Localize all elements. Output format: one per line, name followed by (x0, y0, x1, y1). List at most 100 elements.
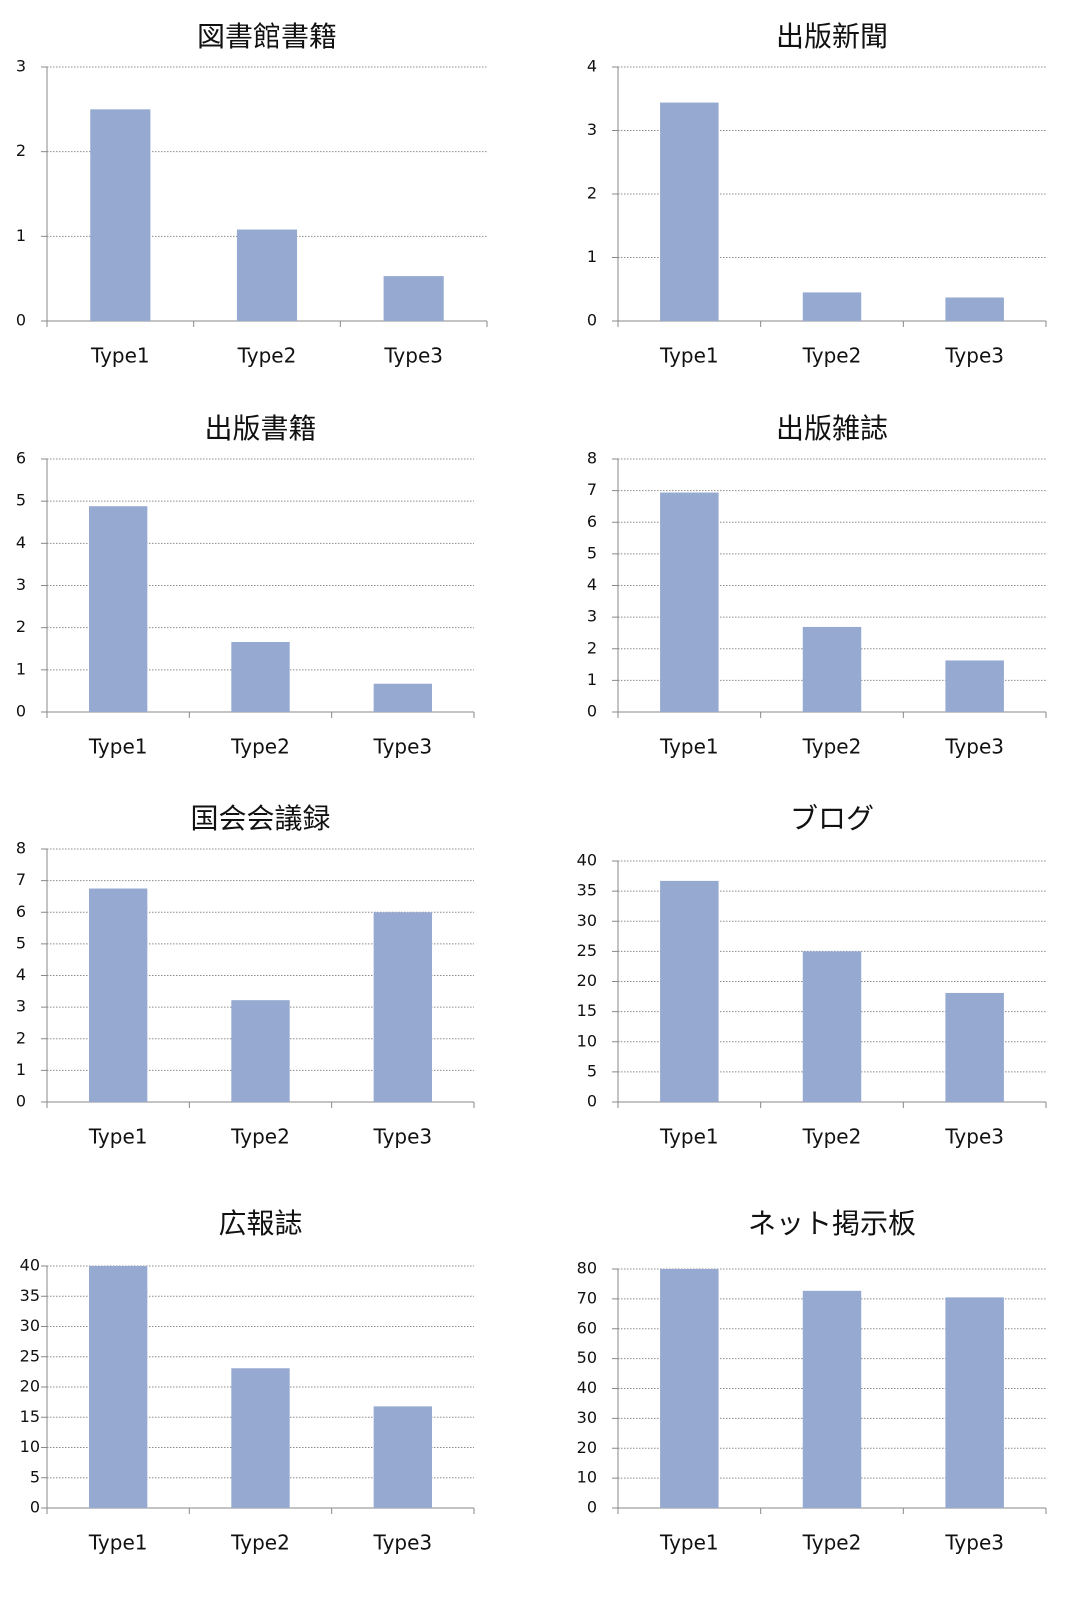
x-tick-label: Type2 (230, 1125, 290, 1149)
x-tick-label: Type3 (372, 735, 432, 759)
chart-2: 出版新聞 0 1 2 3 4 Type1 Type2 Type3 (587, 20, 1047, 368)
y-tick-label: 2 (16, 141, 26, 160)
bar-type1 (88, 888, 148, 1102)
x-tick-label: Type2 (802, 1125, 862, 1149)
chart-title: ネット掲示板 (748, 1207, 916, 1240)
y-tick-label: 0 (587, 1498, 597, 1517)
y-tick-label: 1 (16, 226, 26, 245)
y-tick-label: 0 (16, 702, 26, 721)
bar-type1 (88, 506, 148, 712)
y-tick-label: 60 (577, 1318, 597, 1337)
y-tick-label: 20 (577, 1438, 597, 1457)
y-tick-label: 40 (577, 1378, 597, 1397)
x-tick-label: Type1 (659, 735, 719, 759)
y-tick-label: 35 (20, 1286, 40, 1305)
y-tick-label: 40 (577, 851, 597, 870)
y-tick-label: 1 (16, 1060, 26, 1079)
x-tick-label: Type1 (88, 1531, 148, 1555)
y-tick-label: 3 (587, 607, 597, 626)
y-tick-label: 4 (16, 965, 26, 984)
y-tick-label: 2 (16, 1028, 26, 1047)
y-tick-label: 0 (587, 1092, 597, 1111)
chart-title: 出版新聞 (776, 20, 888, 53)
y-tick-label: 6 (587, 512, 597, 531)
y-tick-label: 0 (587, 311, 597, 330)
bar-type3 (383, 276, 444, 321)
bar-type3 (945, 297, 1004, 321)
x-tick-label: Type2 (802, 1531, 862, 1555)
x-tick-label: Type3 (944, 344, 1004, 368)
x-tick-label: Type1 (88, 735, 148, 759)
chart-6: ブログ 0 5 10 15 20 25 30 35 40 Type1 Type2 Type3 (577, 802, 1047, 1149)
y-tick-label: 0 (587, 702, 597, 721)
chart-title: 出版書籍 (204, 412, 316, 445)
y-tick-label: 40 (20, 1256, 40, 1275)
bar-type2 (231, 642, 290, 712)
bar-type2 (802, 1290, 862, 1508)
bar-type2 (231, 1000, 290, 1102)
x-tick-label: Type1 (88, 1125, 148, 1149)
bar-type3 (945, 1297, 1004, 1508)
chart-title: 出版雑誌 (776, 412, 888, 445)
y-tick-label: 50 (577, 1348, 597, 1367)
chart-title: ブログ (790, 802, 874, 835)
y-tick-label: 4 (587, 575, 597, 594)
y-tick-label: 5 (16, 491, 26, 510)
y-tick-label: 25 (577, 941, 597, 960)
y-tick-label: 6 (16, 902, 26, 921)
x-tick-label: Type3 (944, 1531, 1004, 1555)
y-tick-label: 7 (16, 870, 26, 889)
bar-type1 (660, 492, 719, 712)
x-tick-label: Type2 (230, 1531, 290, 1555)
y-tick-label: 2 (587, 184, 597, 203)
y-tick-label: 8 (587, 449, 597, 468)
x-tick-label: Type3 (372, 1125, 432, 1149)
x-tick-label: Type1 (659, 1531, 719, 1555)
y-tick-label: 20 (577, 971, 597, 990)
y-tick-label: 30 (577, 911, 597, 930)
y-tick-label: 1 (587, 670, 597, 689)
bar-type3 (373, 683, 433, 712)
y-tick-label: 10 (577, 1031, 597, 1050)
bar-type3 (945, 660, 1004, 712)
x-tick-label: Type2 (237, 344, 297, 368)
x-tick-label: Type1 (659, 344, 719, 368)
bar-type3 (373, 912, 433, 1102)
x-tick-label: Type3 (383, 344, 443, 368)
y-tick-label: 10 (577, 1468, 597, 1487)
y-tick-label: 70 (577, 1288, 597, 1307)
x-tick-label: Type3 (944, 1125, 1004, 1149)
y-tick-label: 35 (577, 881, 597, 900)
bar-type2 (231, 1368, 290, 1508)
y-tick-label: 3 (16, 575, 26, 594)
bar-type1 (90, 109, 151, 321)
chart-title: 広報誌 (218, 1207, 302, 1240)
y-tick-label: 3 (16, 997, 26, 1016)
bar-type2 (802, 626, 862, 712)
chart-7: 広報誌 0 5 10 15 20 25 30 35 40 Type1 Type2 Type3 (20, 1207, 475, 1555)
y-tick-label: 5 (587, 1061, 597, 1080)
x-tick-label: Type2 (802, 735, 862, 759)
chart-3: 出版書籍 0 1 2 3 4 5 6 Type1 Type2 Type3 (16, 412, 475, 759)
bar-type1 (88, 1266, 148, 1508)
x-tick-label: Type1 (90, 344, 150, 368)
y-tick-label: 4 (587, 57, 597, 76)
y-tick-label: 25 (20, 1346, 40, 1365)
y-tick-label: 20 (20, 1377, 40, 1396)
y-tick-label: 5 (30, 1467, 40, 1486)
y-tick-label: 5 (16, 933, 26, 952)
chart-1: 図書館書籍 0 1 2 3 Type1 Type2 Type3 (16, 20, 488, 368)
y-tick-label: 80 (577, 1259, 597, 1278)
x-tick-label: Type3 (944, 735, 1004, 759)
x-tick-label: Type3 (372, 1531, 432, 1555)
bar-type2 (802, 951, 862, 1102)
y-tick-label: 30 (577, 1408, 597, 1427)
